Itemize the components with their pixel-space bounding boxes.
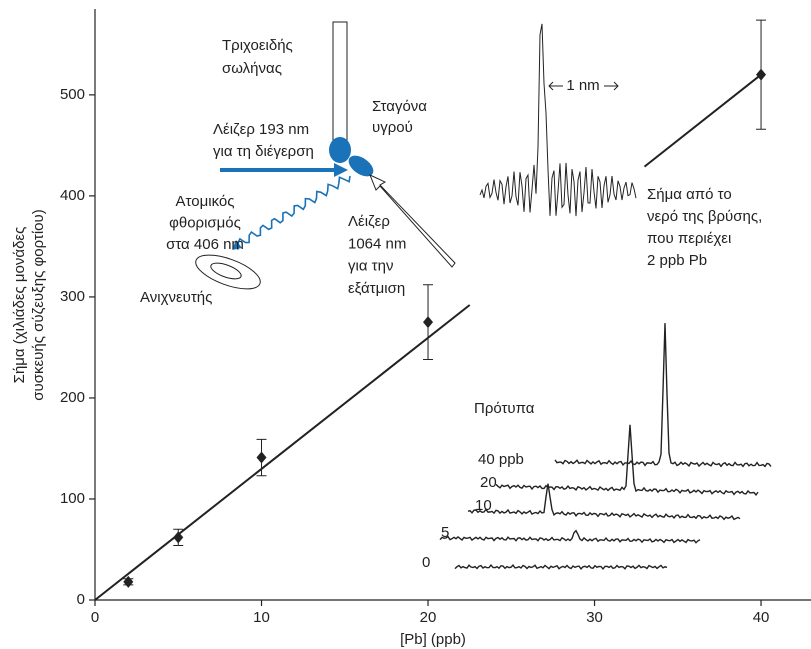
annotation: Πρότυπα: [474, 400, 535, 417]
x-tick-label: 30: [586, 609, 603, 626]
x-tick-label: 10: [253, 609, 270, 626]
data-point: [173, 531, 184, 544]
y-axis-label: συσκευής σύζευξης φορτίου): [30, 209, 47, 400]
y-tick-label: 500: [60, 86, 85, 103]
standard-label: 5: [441, 524, 449, 541]
laser-arrowhead: [334, 163, 348, 177]
annotation: νερό της βρύσης,: [647, 208, 762, 225]
data-point: [256, 451, 267, 464]
tap-water-spectrum: [479, 23, 637, 217]
fluorescence-wave: [237, 175, 351, 250]
annotation: Τριχοειδής: [222, 37, 293, 54]
annotation: Λέιζερ 193 nm: [213, 121, 309, 138]
annotation: στα 406 nm: [166, 236, 244, 253]
droplet: [329, 137, 351, 163]
detector: [195, 254, 261, 290]
spectra: [439, 23, 772, 570]
annotation: Ανιχνευτής: [140, 289, 212, 306]
annotation: για τη διέγερση: [213, 143, 314, 160]
data-point: [123, 575, 134, 588]
annotation: 1 nm: [566, 77, 599, 94]
y-tick-label: 0: [77, 591, 85, 608]
x-tick-label: 0: [91, 609, 99, 626]
standard-spectrum: [554, 323, 772, 468]
vaporization-arrow: [369, 174, 456, 268]
standard-label: 0: [422, 554, 430, 571]
annotation: Ατομικός: [176, 193, 235, 210]
y-axis-label: Σήμα (χιλιάδες μονάδες: [11, 227, 28, 384]
annotation: φθορισμός: [169, 214, 241, 231]
standard-spectrum: [439, 529, 701, 544]
y-tick-label: 300: [60, 288, 85, 305]
annotation: υγρού: [372, 119, 413, 136]
capillary-tube: [332, 21, 348, 151]
x-tick-label: 20: [420, 609, 437, 626]
standard-spectrum: [454, 564, 668, 570]
standard-label: 20: [480, 474, 497, 491]
annotation: Λέιζερ: [348, 213, 390, 230]
wave-arrowhead: [232, 240, 242, 250]
droplet-vapor: [348, 155, 374, 177]
annotation: Σταγόνα: [372, 98, 427, 115]
y-tick-label: 400: [60, 187, 85, 204]
annotation: εξάτμιση: [348, 280, 405, 297]
x-tick-label: 40: [753, 609, 770, 626]
width-arrowheads: [548, 81, 619, 91]
annotation: 2 ppb Pb: [647, 252, 707, 269]
data-point: [423, 316, 434, 329]
detector-inner: [210, 262, 242, 280]
annotation: 1064 nm: [348, 235, 406, 252]
fit-line: [94, 73, 762, 601]
standard-spectrum: [467, 483, 741, 521]
x-axis-label: [Pb] (ppb): [400, 631, 466, 648]
y-tick-label: 200: [60, 389, 85, 406]
y-tick-label: 100: [60, 490, 85, 507]
annotation: για την: [348, 258, 393, 275]
data-point: [756, 68, 767, 81]
annotation: που περιέχει: [647, 230, 731, 247]
standard-label: 10: [475, 497, 492, 514]
annotation: σωλήνας: [222, 60, 282, 77]
standard-spectrum: [495, 424, 759, 497]
diagram: [195, 21, 619, 290]
standard-label: 40 ppb: [478, 451, 524, 468]
annotation: Σήμα από το: [647, 186, 732, 203]
